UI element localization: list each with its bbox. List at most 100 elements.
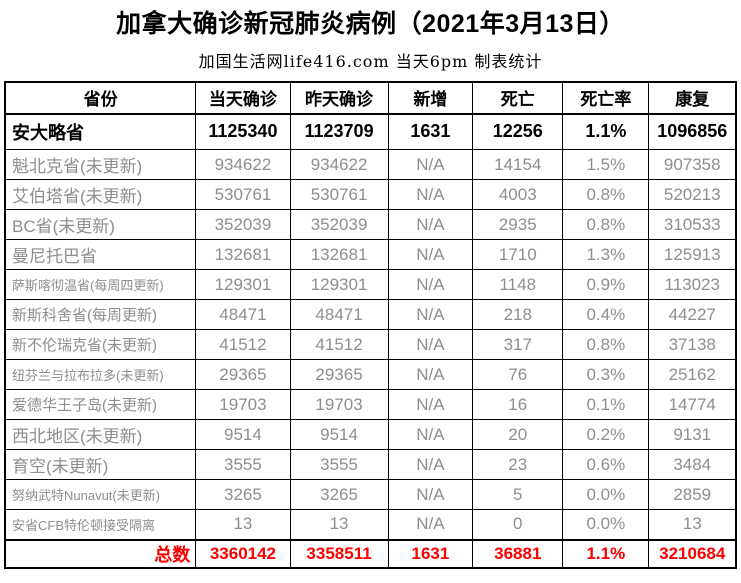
cell-recovered: 37138 xyxy=(648,329,737,360)
cell-new-cases: N/A xyxy=(387,209,474,240)
cell-today-confirmed: 9514 xyxy=(195,419,291,450)
cell-today-confirmed: 19703 xyxy=(195,389,291,420)
covid-cases-table: 省份 当天确诊 昨天确诊 新增 死亡 死亡率 康复 安大略省 1125340 1… xyxy=(4,80,737,569)
cell-recovered: 9131 xyxy=(648,419,737,450)
cell-yesterday-confirmed: 48471 xyxy=(289,299,389,330)
table-row: 曼尼托巴省 132681 132681 N/A 1710 1.3% 125913 xyxy=(4,239,737,270)
cell-province: 西北地区(未更新) xyxy=(4,419,197,450)
cell-death-rate: 0.8% xyxy=(562,209,650,240)
cell-today-confirmed: 29365 xyxy=(195,359,291,390)
cell-province: 努纳武特Nunavut(未更新) xyxy=(4,479,197,510)
table-row: 安大略省 1125340 1123709 1631 12256 1.1% 109… xyxy=(4,113,737,150)
cell-deaths: 4003 xyxy=(472,179,564,210)
header-cell-yesterday-confirmed: 昨天确诊 xyxy=(289,81,389,115)
cell-today-confirmed: 13 xyxy=(195,509,291,540)
cell-deaths: 14154 xyxy=(472,149,564,180)
header-cell-today-confirmed: 当天确诊 xyxy=(195,81,291,115)
header-cell-province: 省份 xyxy=(4,81,197,115)
table-row: 艾伯塔省(未更新) 530761 530761 N/A 4003 0.8% 52… xyxy=(4,179,737,210)
table-body: 安大略省 1125340 1123709 1631 12256 1.1% 109… xyxy=(4,113,737,540)
cell-new-cases: N/A xyxy=(387,419,474,450)
cell-today-confirmed: 129301 xyxy=(195,269,291,300)
table-row: 西北地区(未更新) 9514 9514 N/A 20 0.2% 9131 xyxy=(4,419,737,450)
cell-yesterday-confirmed: 3555 xyxy=(289,449,389,480)
page-subtitle: 加国生活网life416.com 当天6pm 制表统计 xyxy=(198,51,543,71)
cell-today-confirmed: 41512 xyxy=(195,329,291,360)
cell-yesterday-confirmed: 530761 xyxy=(289,179,389,210)
table-row: 萨斯喀彻温省(每周四更新) 129301 129301 N/A 1148 0.9… xyxy=(4,269,737,300)
cell-deaths: 0 xyxy=(472,509,564,540)
cell-deaths: 1710 xyxy=(472,239,564,270)
table-row: 爱德华王子岛(未更新) 19703 19703 N/A 16 0.1% 1477… xyxy=(4,389,737,420)
cell-province: 萨斯喀彻温省(每周四更新) xyxy=(4,269,197,300)
total-yesterday: 3358511 xyxy=(289,538,389,568)
cell-province: BC省(未更新) xyxy=(4,209,197,240)
table-row: 魁北克省(未更新) 934622 934622 N/A 14154 1.5% 9… xyxy=(4,149,737,180)
cell-death-rate: 0.1% xyxy=(562,389,650,420)
cell-yesterday-confirmed: 1123709 xyxy=(289,113,389,150)
total-death-rate: 1.1% xyxy=(562,538,650,568)
cell-recovered: 310533 xyxy=(648,209,737,240)
cell-recovered: 907358 xyxy=(648,149,737,180)
page-title: 加拿大确诊新冠肺炎病例（2021年3月13日） xyxy=(116,10,625,38)
cell-yesterday-confirmed: 3265 xyxy=(289,479,389,510)
cell-recovered: 25162 xyxy=(648,359,737,390)
table-header-row: 省份 当天确诊 昨天确诊 新增 死亡 死亡率 康复 xyxy=(4,81,737,115)
cell-new-cases: N/A xyxy=(387,239,474,270)
cell-deaths: 76 xyxy=(472,359,564,390)
cell-deaths: 2935 xyxy=(472,209,564,240)
cell-province: 纽芬兰与拉布拉多(未更新) xyxy=(4,359,197,390)
cell-deaths: 12256 xyxy=(472,113,564,150)
cell-death-rate: 0.0% xyxy=(562,509,650,540)
total-new-cases: 1631 xyxy=(387,538,474,568)
cell-province: 曼尼托巴省 xyxy=(4,239,197,270)
header-cell-death-rate: 死亡率 xyxy=(562,81,650,115)
cell-today-confirmed: 3555 xyxy=(195,449,291,480)
header-cell-deaths: 死亡 xyxy=(472,81,564,115)
cell-yesterday-confirmed: 352039 xyxy=(289,209,389,240)
cell-recovered: 125913 xyxy=(648,239,737,270)
cell-recovered: 13 xyxy=(648,509,737,540)
cell-death-rate: 0.8% xyxy=(562,329,650,360)
cell-recovered: 1096856 xyxy=(648,113,737,150)
table-total-row: 总数 3360142 3358511 1631 36881 1.1% 32106… xyxy=(4,538,737,568)
cell-death-rate: 1.5% xyxy=(562,149,650,180)
cell-new-cases: N/A xyxy=(387,509,474,540)
cell-death-rate: 1.3% xyxy=(562,239,650,270)
header-cell-new-cases: 新增 xyxy=(387,81,474,115)
cell-death-rate: 0.3% xyxy=(562,359,650,390)
cell-today-confirmed: 3265 xyxy=(195,479,291,510)
table-row: 新不伦瑞克省(未更新) 41512 41512 N/A 317 0.8% 371… xyxy=(4,329,737,360)
cell-new-cases: N/A xyxy=(387,149,474,180)
cell-death-rate: 0.2% xyxy=(562,419,650,450)
cell-province: 新斯科舍省(每周更新) xyxy=(4,299,197,330)
table-row: 新斯科舍省(每周更新) 48471 48471 N/A 218 0.4% 442… xyxy=(4,299,737,330)
cell-today-confirmed: 530761 xyxy=(195,179,291,210)
cell-today-confirmed: 132681 xyxy=(195,239,291,270)
cell-new-cases: N/A xyxy=(387,299,474,330)
cell-province: 新不伦瑞克省(未更新) xyxy=(4,329,197,360)
cell-province: 安省CFB特伦顿接受隔离 xyxy=(4,509,197,540)
cell-death-rate: 0.9% xyxy=(562,269,650,300)
cell-recovered: 2859 xyxy=(648,479,737,510)
total-today: 3360142 xyxy=(195,538,291,568)
cell-new-cases: 1631 xyxy=(387,113,474,150)
header-cell-recovered: 康复 xyxy=(648,81,737,115)
cell-death-rate: 0.0% xyxy=(562,479,650,510)
cell-new-cases: N/A xyxy=(387,359,474,390)
cell-new-cases: N/A xyxy=(387,179,474,210)
cell-deaths: 218 xyxy=(472,299,564,330)
cell-recovered: 14774 xyxy=(648,389,737,420)
cell-today-confirmed: 352039 xyxy=(195,209,291,240)
cell-yesterday-confirmed: 41512 xyxy=(289,329,389,360)
cell-yesterday-confirmed: 13 xyxy=(289,509,389,540)
table-row: BC省(未更新) 352039 352039 N/A 2935 0.8% 310… xyxy=(4,209,737,240)
cell-new-cases: N/A xyxy=(387,479,474,510)
cell-today-confirmed: 48471 xyxy=(195,299,291,330)
total-label: 总数 xyxy=(4,538,197,568)
cell-yesterday-confirmed: 9514 xyxy=(289,419,389,450)
cell-recovered: 44227 xyxy=(648,299,737,330)
cell-deaths: 5 xyxy=(472,479,564,510)
cell-yesterday-confirmed: 132681 xyxy=(289,239,389,270)
